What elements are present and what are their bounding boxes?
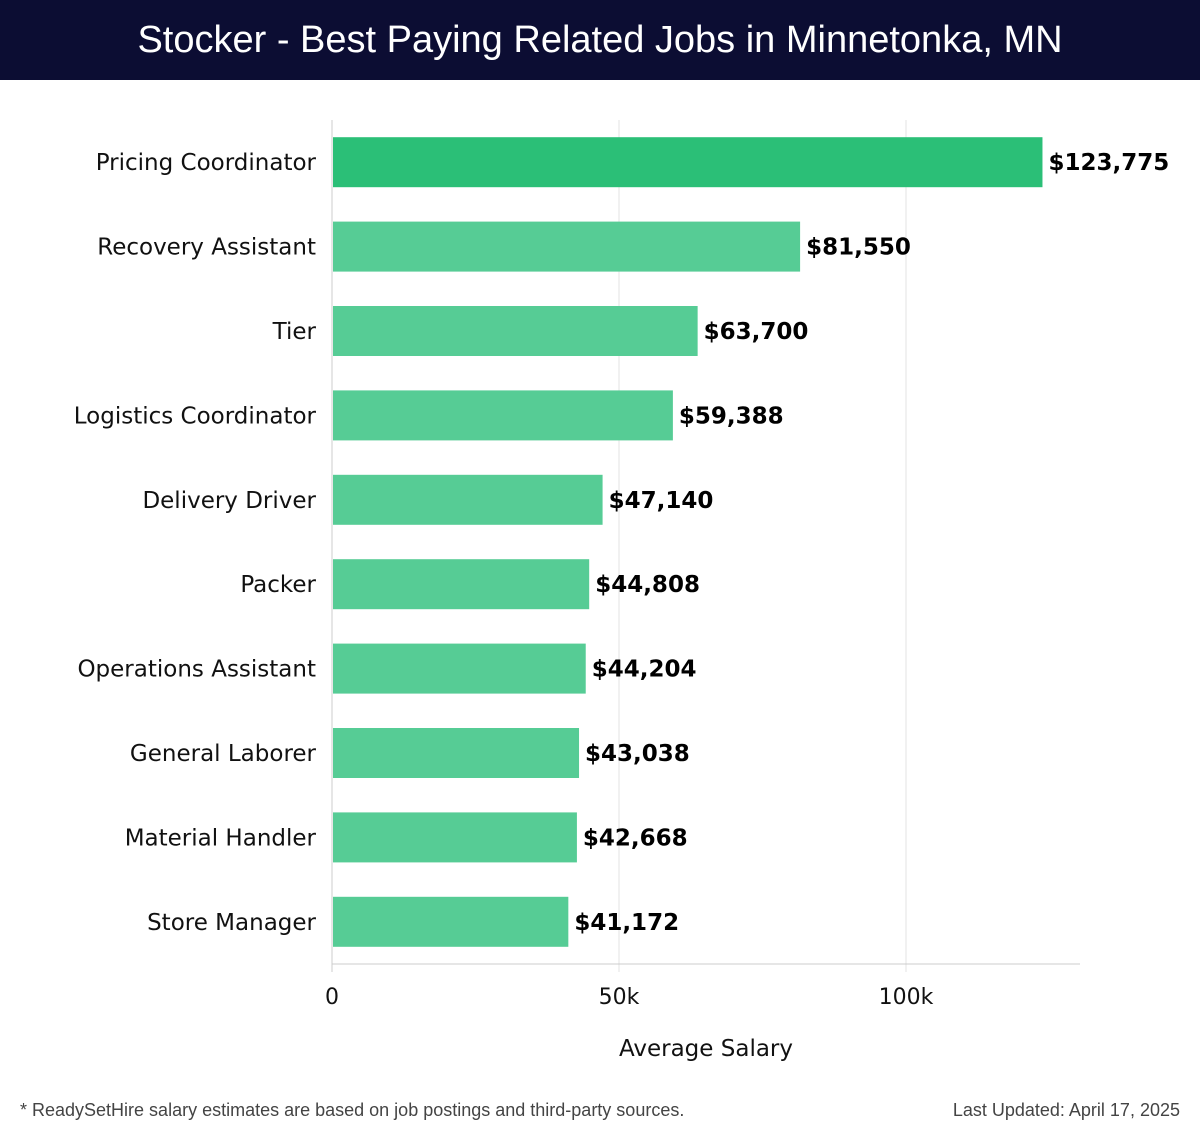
category-label: Logistics Coordinator bbox=[74, 403, 317, 429]
bar bbox=[333, 137, 1043, 188]
chart-title-bar: Stocker - Best Paying Related Jobs in Mi… bbox=[0, 0, 1200, 80]
category-label: Material Handler bbox=[125, 825, 317, 851]
bar bbox=[333, 812, 577, 863]
value-label: $41,172 bbox=[574, 910, 679, 936]
category-label: Operations Assistant bbox=[77, 657, 316, 683]
value-label: $81,550 bbox=[806, 235, 911, 261]
bar bbox=[333, 306, 698, 356]
x-tick-label: 0 bbox=[325, 985, 339, 1010]
label-layer: 0 50k 100k Pricing Coordinator $123,775 Recov… bbox=[74, 150, 1169, 1010]
category-label: Packer bbox=[240, 572, 316, 598]
value-label: $42,668 bbox=[583, 825, 688, 851]
bar-layer bbox=[333, 137, 1043, 947]
x-tick-label: 100k bbox=[879, 985, 934, 1010]
last-updated: Last Updated: April 17, 2025 bbox=[952, 1100, 1180, 1120]
x-tick-label: 50k bbox=[599, 985, 640, 1010]
chart-title: Stocker - Best Paying Related Jobs in Mi… bbox=[137, 18, 1063, 61]
bar-chart: 0 50k 100k Pricing Coordinator $123,775 Recov… bbox=[74, 120, 1169, 1062]
bar bbox=[333, 390, 673, 441]
category-label: Delivery Driver bbox=[142, 488, 316, 514]
x-axis-title: Average Salary bbox=[619, 1036, 793, 1062]
bar bbox=[333, 221, 801, 272]
bar bbox=[333, 559, 590, 610]
value-label: $63,700 bbox=[704, 319, 809, 345]
bar bbox=[333, 728, 580, 778]
bar bbox=[333, 474, 603, 525]
value-label: $123,775 bbox=[1048, 150, 1169, 176]
category-label: Store Manager bbox=[147, 910, 316, 936]
category-label: General Laborer bbox=[130, 741, 317, 767]
value-label: $44,204 bbox=[592, 657, 697, 683]
value-label: $47,140 bbox=[609, 488, 714, 514]
footnote: * ReadySetHire salary estimates are base… bbox=[20, 1100, 685, 1120]
value-label: $59,388 bbox=[679, 403, 784, 429]
category-label: Tier bbox=[272, 319, 317, 345]
category-label: Recovery Assistant bbox=[97, 235, 316, 261]
bar bbox=[333, 896, 569, 947]
value-label: $44,808 bbox=[595, 572, 700, 598]
bar bbox=[333, 643, 586, 694]
value-label: $43,038 bbox=[585, 741, 690, 767]
category-label: Pricing Coordinator bbox=[96, 150, 317, 176]
